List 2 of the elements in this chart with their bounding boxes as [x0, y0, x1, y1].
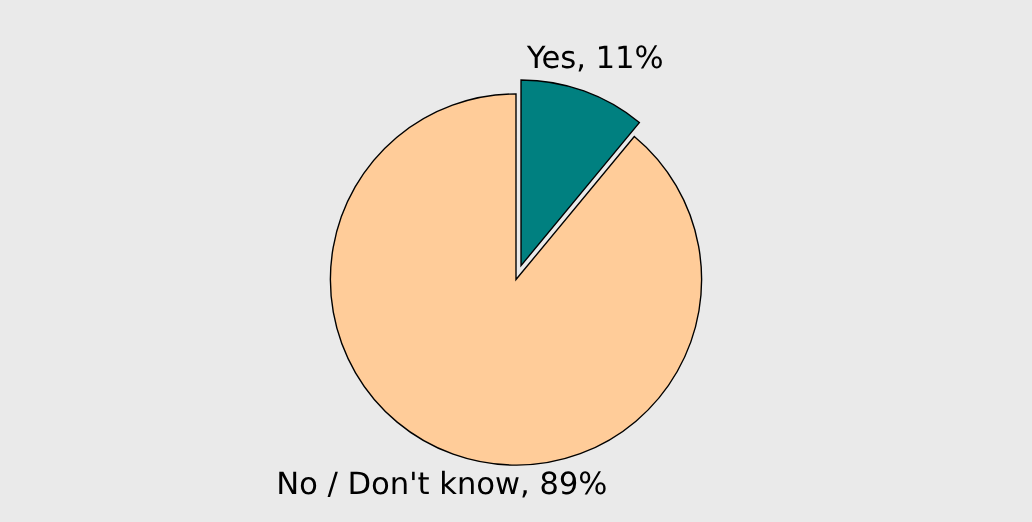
slice-label: No / Don't know, 89%: [279, 470, 606, 498]
slice-label: Yes, 11%: [526, 45, 662, 72]
